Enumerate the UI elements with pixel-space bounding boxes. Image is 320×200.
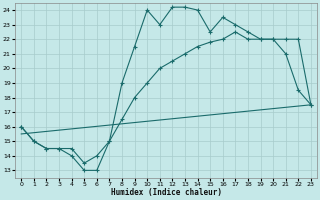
X-axis label: Humidex (Indice chaleur): Humidex (Indice chaleur) [111, 188, 221, 197]
